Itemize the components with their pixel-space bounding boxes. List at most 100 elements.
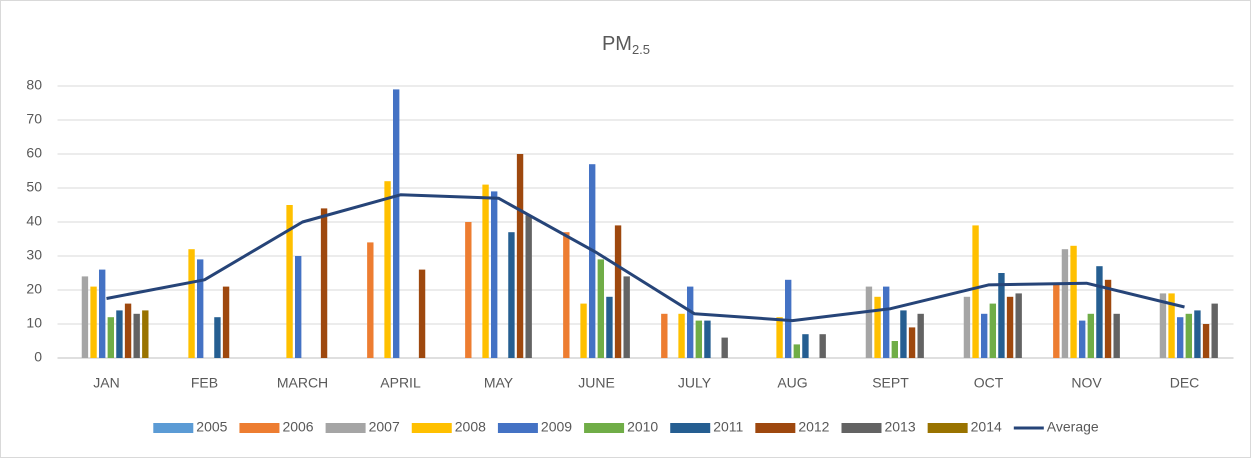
bar bbox=[90, 286, 97, 358]
bar bbox=[606, 296, 613, 358]
bar bbox=[980, 313, 988, 358]
bar bbox=[508, 232, 515, 358]
legend-label: 2007 bbox=[369, 419, 400, 435]
bar bbox=[695, 320, 703, 358]
title-subscript: 2.5 bbox=[632, 42, 650, 57]
legend-swatch bbox=[584, 423, 625, 433]
legend-swatch bbox=[497, 423, 538, 433]
bar bbox=[580, 303, 587, 358]
bar bbox=[418, 269, 426, 358]
bar bbox=[1185, 313, 1193, 358]
bar bbox=[81, 276, 89, 358]
bar bbox=[482, 184, 489, 358]
bar bbox=[490, 191, 498, 358]
bar bbox=[294, 256, 302, 358]
x-tick-label: APRIL bbox=[380, 375, 421, 391]
bar bbox=[465, 222, 472, 358]
bar bbox=[686, 286, 694, 358]
bar bbox=[972, 225, 979, 358]
bar bbox=[891, 341, 899, 358]
bar bbox=[1070, 245, 1077, 358]
bar bbox=[704, 320, 711, 358]
bar bbox=[597, 259, 605, 358]
legend-label: 2010 bbox=[627, 419, 658, 435]
bar bbox=[1104, 279, 1112, 358]
x-tick-label: MAY bbox=[484, 375, 514, 391]
legend-swatch bbox=[153, 423, 194, 433]
bar bbox=[1078, 320, 1086, 358]
y-tick-label: 10 bbox=[26, 315, 42, 331]
bar bbox=[1176, 317, 1184, 358]
bar bbox=[963, 296, 971, 358]
legend-label: 2011 bbox=[713, 419, 743, 435]
bar bbox=[882, 286, 890, 358]
legend-label: 2012 bbox=[798, 419, 829, 435]
bar bbox=[802, 334, 809, 358]
x-tick-label: DEC bbox=[1170, 375, 1200, 391]
y-tick-label: 80 bbox=[26, 77, 42, 93]
bar bbox=[793, 344, 801, 358]
legend-label: 2013 bbox=[884, 419, 915, 435]
bar bbox=[1006, 296, 1014, 358]
legend-swatch bbox=[325, 423, 366, 433]
bar bbox=[1194, 310, 1201, 358]
bar bbox=[1087, 313, 1095, 358]
legend-label: 2005 bbox=[196, 419, 227, 435]
bar bbox=[525, 215, 532, 358]
legend-swatch bbox=[411, 423, 452, 433]
bar bbox=[1096, 266, 1103, 358]
bar bbox=[721, 337, 728, 358]
bar bbox=[392, 89, 400, 359]
bar bbox=[998, 273, 1005, 358]
y-tick-label: 70 bbox=[26, 111, 42, 127]
bar bbox=[865, 286, 873, 358]
x-tick-label: AUG bbox=[777, 375, 807, 391]
bar bbox=[661, 313, 668, 358]
y-tick-label: 30 bbox=[26, 247, 42, 263]
bar bbox=[196, 259, 204, 358]
bar bbox=[98, 269, 106, 358]
bar bbox=[188, 249, 195, 358]
x-tick-label: SEPT bbox=[872, 375, 909, 391]
bar bbox=[214, 317, 221, 358]
y-tick-label: 50 bbox=[26, 179, 42, 195]
x-tick-label: JULY bbox=[678, 375, 712, 391]
bar bbox=[107, 317, 115, 358]
bar bbox=[1202, 324, 1210, 358]
bar bbox=[116, 310, 123, 358]
legend-swatch bbox=[927, 423, 968, 433]
bar bbox=[588, 164, 596, 358]
bar bbox=[516, 154, 524, 358]
bar bbox=[1159, 293, 1167, 358]
x-tick-label: JUNE bbox=[578, 375, 615, 391]
y-tick-label: 0 bbox=[34, 349, 42, 365]
legend-swatch bbox=[841, 423, 882, 433]
bar bbox=[1113, 313, 1120, 358]
legend-swatch bbox=[670, 423, 711, 433]
legend-label: Average bbox=[1047, 419, 1099, 435]
bar bbox=[222, 286, 230, 358]
bar bbox=[1061, 249, 1069, 358]
bar bbox=[384, 181, 391, 358]
bar bbox=[614, 225, 622, 358]
bar bbox=[1168, 293, 1175, 358]
bar bbox=[563, 232, 570, 358]
line-series bbox=[106, 193, 1185, 323]
bar bbox=[623, 276, 630, 358]
bar bbox=[917, 313, 924, 358]
bar bbox=[874, 296, 881, 358]
y-tick-label: 20 bbox=[26, 281, 42, 297]
bar bbox=[989, 303, 997, 358]
legend-label: 2006 bbox=[282, 419, 313, 435]
legend-swatch bbox=[239, 423, 280, 433]
y-tick-label: 60 bbox=[26, 145, 42, 161]
bar bbox=[320, 208, 328, 358]
bar bbox=[908, 327, 916, 358]
bar bbox=[286, 205, 293, 358]
legend-swatch bbox=[755, 423, 796, 433]
x-tick-label: NOV bbox=[1071, 375, 1102, 391]
bar bbox=[819, 334, 826, 358]
bar bbox=[678, 313, 685, 358]
